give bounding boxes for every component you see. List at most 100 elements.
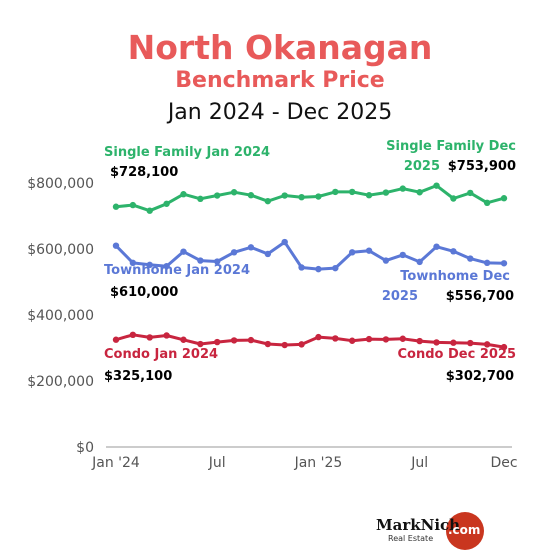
data-point-condo <box>298 341 305 348</box>
data-point-condo <box>433 339 440 346</box>
data-point-townhome <box>416 258 423 266</box>
th-start-value: $610,000 <box>110 285 178 300</box>
data-point-single_family <box>298 193 305 201</box>
data-point-townhome <box>129 259 137 267</box>
sf-end-value: $753,900 <box>448 159 516 174</box>
data-point-townhome <box>163 262 170 270</box>
data-point-townhome <box>365 247 373 254</box>
data-point-townhome <box>281 238 288 246</box>
data-point-condo <box>197 340 204 348</box>
data-point-condo <box>112 336 120 343</box>
data-point-single_family <box>112 203 120 210</box>
data-point-single_family <box>281 192 288 199</box>
data-point-townhome <box>500 260 508 267</box>
condo-start-label: Condo Jan 2024 <box>104 347 218 362</box>
data-point-condo <box>348 337 356 344</box>
data-point-condo <box>129 331 137 338</box>
data-point-condo <box>483 341 491 348</box>
th-end-label-1: Townhome Dec <box>400 269 510 284</box>
data-point-condo <box>146 334 153 341</box>
data-point-condo <box>214 338 221 346</box>
data-point-townhome <box>197 257 204 264</box>
data-point-condo <box>163 332 170 339</box>
y-axis-ticks: $0 $200,000 $400,000 $600,000 $800,000 <box>27 176 94 456</box>
data-point-townhome <box>433 243 440 250</box>
y-tick-label: $800,000 <box>27 176 94 192</box>
data-point-townhome <box>264 250 272 258</box>
data-point-townhome <box>247 244 255 251</box>
condo-end-label: Condo Dec 2025 <box>397 347 516 362</box>
data-point-single_family <box>433 182 440 189</box>
data-point-single_family <box>450 195 457 202</box>
data-point-single_family <box>483 199 491 206</box>
data-point-single_family <box>129 201 137 209</box>
data-point-single_family <box>214 192 221 199</box>
data-point-townhome <box>348 249 356 256</box>
data-point-condo <box>247 336 255 344</box>
data-point-townhome <box>112 242 120 249</box>
data-point-single_family <box>332 188 339 196</box>
chart-title: North Okanagan <box>127 28 433 67</box>
data-point-condo <box>264 340 272 348</box>
marknich-logo: MarkNich .com Real Estate <box>376 512 486 550</box>
logo-brand: MarkNich <box>376 516 461 534</box>
data-point-single_family <box>382 189 390 196</box>
data-point-single_family <box>247 192 255 199</box>
data-point-single_family <box>365 192 373 199</box>
data-point-townhome <box>332 264 339 272</box>
sf-end-label-2: 2025 <box>404 159 440 174</box>
th-end-label-2: 2025 <box>382 289 418 304</box>
data-point-single_family <box>163 200 170 207</box>
th-start-label: Townhome Jan 2024 <box>104 263 250 278</box>
x-tick-label: Dec <box>490 455 517 471</box>
data-point-single_family <box>416 189 423 196</box>
data-point-condo <box>399 335 406 342</box>
data-point-townhome <box>180 248 187 255</box>
data-point-condo <box>281 341 288 349</box>
data-point-condo <box>180 336 187 343</box>
logo-domain: .com <box>448 523 481 537</box>
data-point-townhome <box>315 265 322 273</box>
data-point-townhome <box>382 257 390 264</box>
data-point-townhome <box>230 249 238 256</box>
data-point-single_family <box>146 207 153 214</box>
data-point-single_family <box>399 185 406 192</box>
data-point-townhome <box>450 248 457 255</box>
x-tick-label: Jul <box>208 455 226 471</box>
data-point-single_family <box>197 195 204 203</box>
data-point-single_family <box>180 191 187 198</box>
annotations: Single Family Jan 2024 $728,100 Single F… <box>104 139 516 384</box>
sf-start-value: $728,100 <box>110 165 178 180</box>
condo-start-value: $325,100 <box>104 369 172 384</box>
data-point-townhome <box>399 251 406 259</box>
x-tick-label: Jan '25 <box>294 455 343 471</box>
data-point-condo <box>382 336 390 343</box>
data-point-condo <box>467 339 474 347</box>
data-point-condo <box>365 335 373 343</box>
y-tick-label: $0 <box>76 440 94 456</box>
data-point-condo <box>450 339 457 346</box>
data-point-townhome <box>214 258 221 265</box>
data-point-townhome <box>483 259 491 267</box>
data-point-condo <box>230 337 238 344</box>
condo-end-value: $302,700 <box>446 369 514 384</box>
data-point-condo <box>416 337 423 345</box>
data-point-townhome <box>146 261 153 269</box>
logo-tagline: Real Estate <box>388 534 434 543</box>
data-point-single_family <box>230 189 238 196</box>
data-point-single_family <box>467 189 474 197</box>
data-point-condo <box>500 343 508 351</box>
y-tick-label: $200,000 <box>27 374 94 390</box>
y-tick-label: $400,000 <box>27 308 94 324</box>
x-axis-ticks: Jan '24 Jul Jan '25 Jul Dec <box>91 455 517 471</box>
series-line-condo <box>115 333 505 349</box>
series-line-single_family <box>115 184 505 213</box>
data-point-single_family <box>315 193 322 200</box>
data-point-single_family <box>348 188 356 196</box>
x-tick-label: Jan '24 <box>91 455 140 471</box>
x-tick-label: Jul <box>410 455 428 471</box>
data-point-single_family <box>264 197 272 205</box>
data-point-condo <box>315 333 322 341</box>
series-group <box>112 182 508 351</box>
